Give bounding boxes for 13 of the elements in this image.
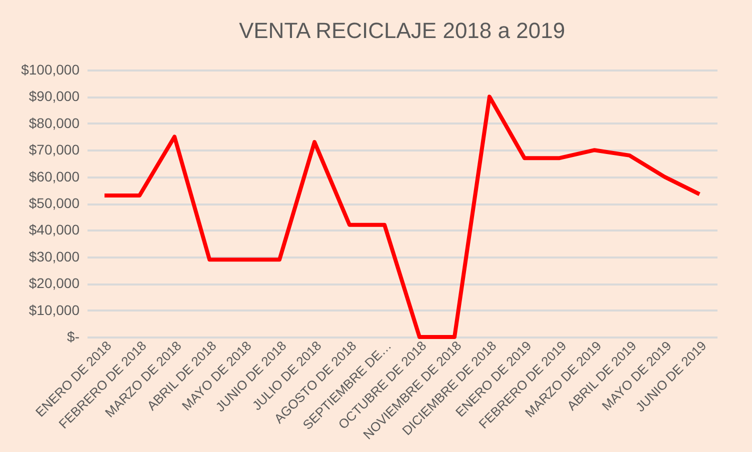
y-tick-label: $60,000 bbox=[28, 168, 80, 184]
chart-title: VENTA RECICLAJE 2018 a 2019 bbox=[238, 18, 566, 43]
y-tick-label: $30,000 bbox=[28, 248, 80, 264]
y-tick-label: $50,000 bbox=[28, 195, 80, 211]
line-series bbox=[102, 94, 702, 339]
y-tick-label: $90,000 bbox=[28, 88, 80, 104]
y-tick-label: $100,000 bbox=[21, 62, 80, 78]
y-tick-label: $80,000 bbox=[28, 114, 80, 131]
y-tick-label: $40,000 bbox=[28, 222, 80, 238]
y-tick-label: $70,000 bbox=[28, 142, 80, 158]
y-tick-label: $10,000 bbox=[28, 302, 80, 318]
y-tick-label: $- bbox=[67, 328, 80, 344]
y-tick-label: $20,000 bbox=[28, 275, 80, 292]
